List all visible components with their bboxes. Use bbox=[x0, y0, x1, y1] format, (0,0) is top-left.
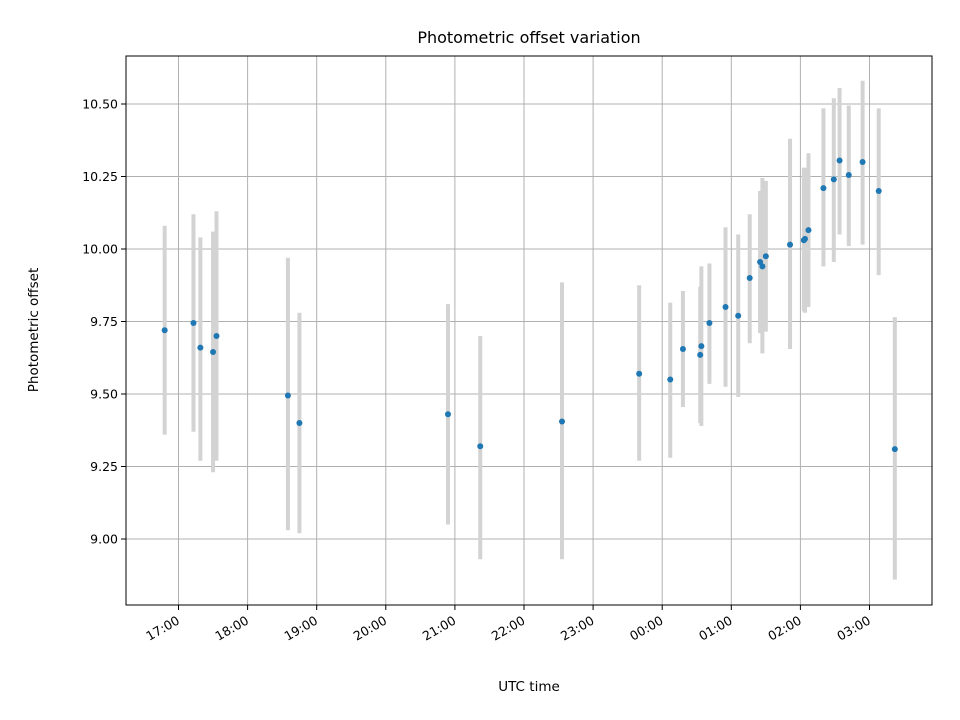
plot-frame bbox=[125, 55, 933, 606]
data-point bbox=[836, 157, 843, 164]
data-point bbox=[559, 418, 566, 425]
data-point bbox=[636, 370, 643, 377]
data-point bbox=[787, 241, 794, 248]
data-point bbox=[759, 263, 766, 270]
data-point bbox=[706, 319, 713, 326]
y-tick-label: 10.50 bbox=[82, 97, 118, 112]
data-point bbox=[477, 443, 484, 450]
data-point bbox=[284, 392, 291, 399]
data-point bbox=[891, 446, 898, 453]
data-point bbox=[697, 351, 704, 358]
data-point bbox=[735, 312, 742, 319]
x-gridlines bbox=[178, 56, 870, 605]
data-point bbox=[875, 188, 882, 194]
data-point bbox=[722, 304, 729, 310]
data-point bbox=[698, 343, 705, 350]
data-point bbox=[210, 348, 217, 355]
data-point bbox=[830, 176, 837, 183]
data-point bbox=[859, 159, 866, 165]
data-point bbox=[820, 185, 827, 192]
y-tick-label: 9.50 bbox=[90, 387, 118, 402]
data-point bbox=[190, 319, 197, 326]
data-point bbox=[746, 275, 753, 281]
x-axis-label: UTC time bbox=[498, 679, 560, 695]
y-axis-label: Photometric offset bbox=[26, 268, 42, 392]
data-point bbox=[213, 333, 220, 339]
y-tick-label: 10.00 bbox=[82, 242, 118, 257]
data-point bbox=[667, 376, 674, 383]
data-point bbox=[197, 344, 204, 351]
y-axis-ticks: 9.00 9.25 9.50 9.75 10.00 10.25 10.50 bbox=[82, 97, 126, 547]
y-tick-label: 9.25 bbox=[90, 459, 118, 474]
data-point bbox=[161, 327, 168, 334]
y-gridlines bbox=[126, 103, 932, 540]
chart-title: Photometric offset variation bbox=[417, 28, 640, 47]
y-tick-label: 9.00 bbox=[90, 532, 118, 547]
y-tick-label: 10.25 bbox=[82, 169, 118, 184]
data-point bbox=[845, 172, 852, 179]
y-tick-label: 9.75 bbox=[90, 314, 118, 329]
data-point bbox=[802, 235, 809, 242]
data-point bbox=[444, 411, 451, 418]
data-point bbox=[805, 227, 812, 234]
data-point bbox=[762, 253, 769, 260]
data-point bbox=[296, 420, 303, 426]
data-point bbox=[679, 346, 686, 353]
data-points bbox=[161, 157, 898, 453]
